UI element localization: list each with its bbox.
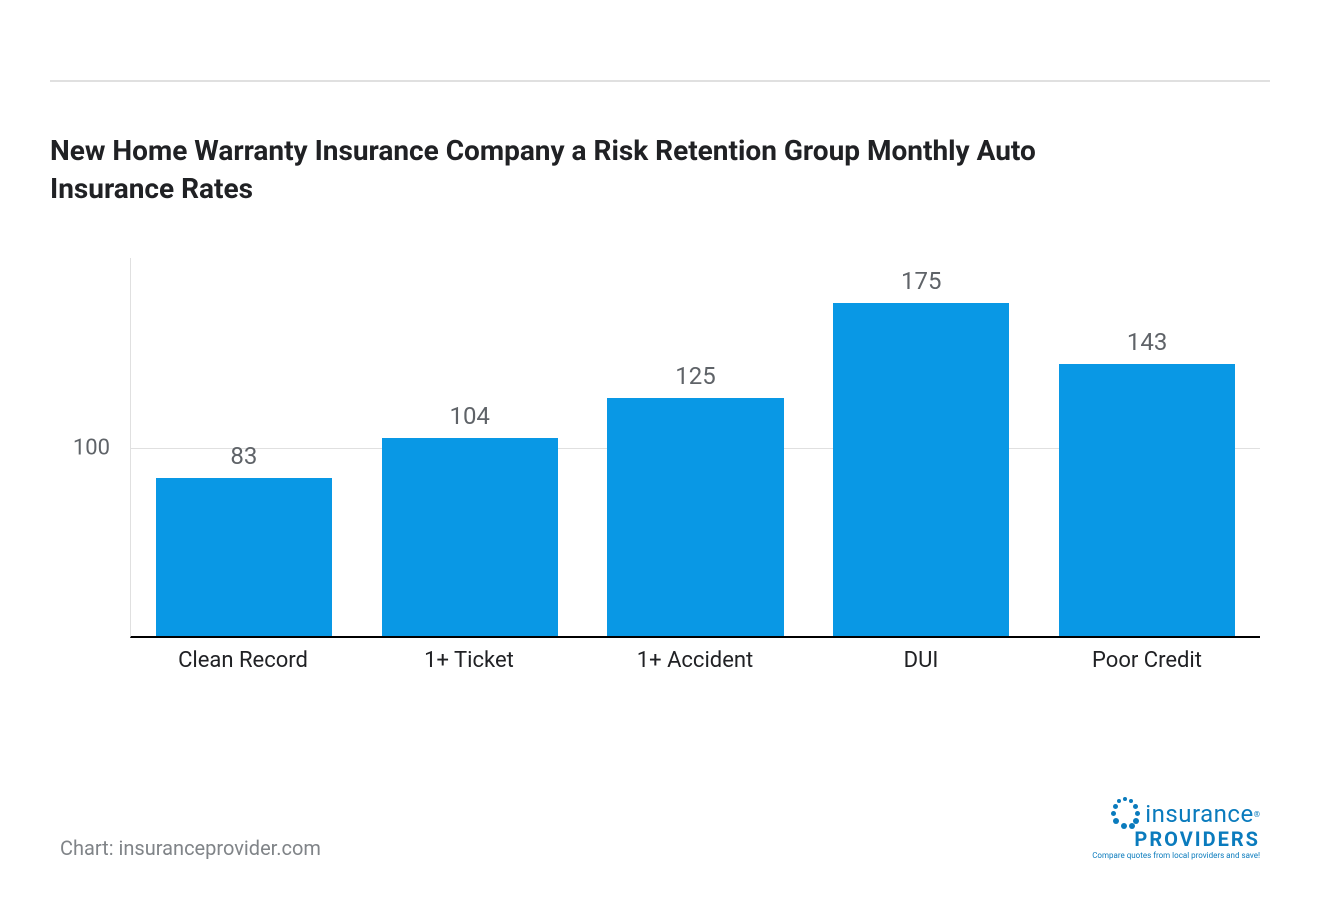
bar-slot-1-ticket: 104 [357, 258, 583, 636]
bar [833, 303, 1009, 636]
bar [607, 398, 783, 636]
bars-group: 83 104 125 175 143 [131, 258, 1260, 636]
x-label: 1+ Accident [582, 648, 808, 673]
bar-value: 104 [449, 402, 489, 430]
bar-value: 143 [1127, 328, 1167, 356]
y-axis: 100 [60, 258, 120, 638]
y-tick-100: 100 [73, 435, 110, 460]
x-label: DUI [808, 648, 1034, 673]
bar-value: 83 [230, 442, 257, 470]
plot-area: 83 104 125 175 143 [130, 258, 1260, 638]
logo-tagline: Compare quotes from local providers and … [1092, 851, 1260, 860]
x-label: 1+ Ticket [356, 648, 582, 673]
bar-value: 175 [901, 267, 941, 295]
logo-registered-icon: ® [1254, 810, 1260, 819]
chart-container: New Home Warranty Insurance Company a Ri… [0, 0, 1320, 920]
bar [382, 438, 558, 636]
bar-slot-dui: 175 [808, 258, 1034, 636]
bar-slot-poor-credit: 143 [1034, 258, 1260, 636]
x-label: Clean Record [130, 648, 356, 673]
bar [156, 478, 332, 636]
chart-area: 100 83 104 125 175 [60, 258, 1260, 638]
bar-slot-clean-record: 83 [131, 258, 357, 636]
bar-value: 125 [675, 362, 715, 390]
brand-logo: insurance ® PROVIDERS Compare quotes fro… [1092, 797, 1260, 860]
logo-top-row: insurance ® [1092, 797, 1260, 831]
logo-dots-icon [1107, 797, 1141, 831]
bar-slot-1-accident: 125 [583, 258, 809, 636]
chart-footer: Chart: insuranceprovider.com insurance [60, 797, 1260, 860]
chart-credit: Chart: insuranceprovider.com [60, 836, 321, 860]
chart-title: New Home Warranty Insurance Company a Ri… [50, 132, 1150, 208]
x-label: Poor Credit [1034, 648, 1260, 673]
top-divider [50, 80, 1270, 82]
logo-word-insurance: insurance [1145, 800, 1253, 828]
x-axis-labels: Clean Record 1+ Ticket 1+ Accident DUI P… [130, 648, 1260, 673]
bar [1059, 364, 1235, 636]
